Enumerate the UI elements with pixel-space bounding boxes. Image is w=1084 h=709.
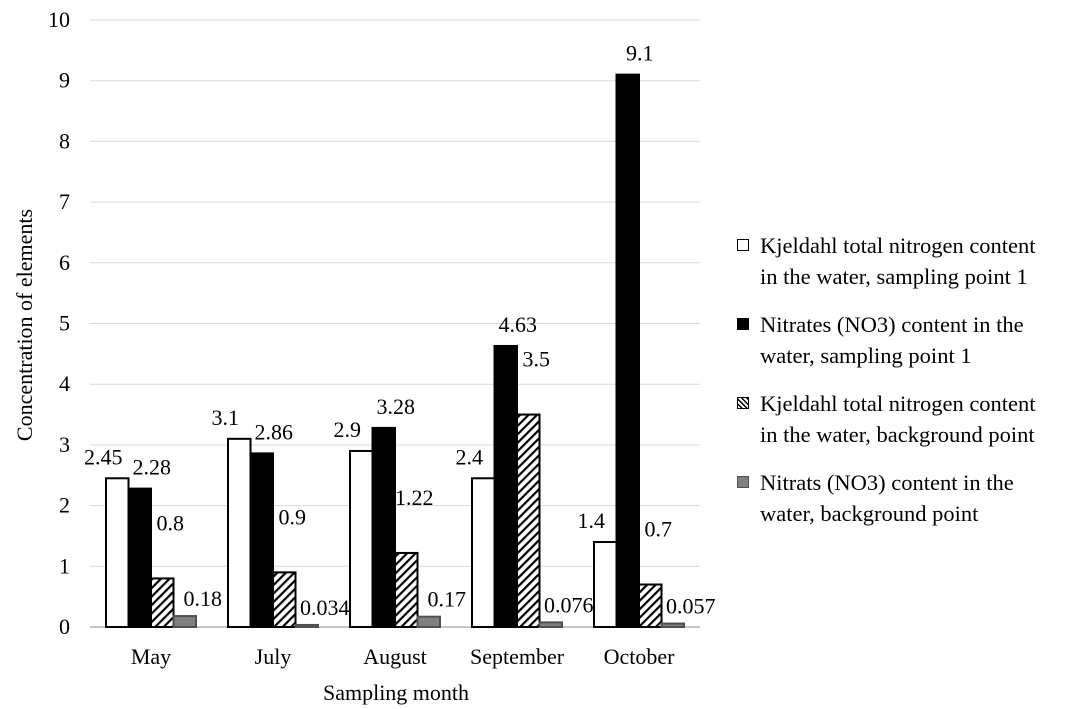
- data-label: 2.28: [133, 455, 172, 480]
- y-axis-title: Concentration of elements: [12, 209, 37, 441]
- legend-label: in the water, sampling point 1: [760, 264, 1028, 289]
- legend-swatch-white-icon: [737, 239, 749, 251]
- data-label: 0.9: [279, 504, 307, 529]
- legend-label: water, background point: [760, 501, 979, 526]
- data-label: 1.22: [395, 485, 434, 510]
- bar-white: [227, 437, 252, 628]
- bar-white: [349, 449, 374, 628]
- x-axis-title: Sampling month: [323, 680, 469, 705]
- bar-chart: 0 1 2 3 4 5 6 7 8 9 10 2.45 2.28 0.8 0.18 3.1 2.86 0.9 0.…: [12, 7, 716, 705]
- bar-white: [471, 477, 496, 628]
- bar-black: [127, 487, 152, 628]
- data-label: 3.5: [523, 347, 551, 372]
- y-tick-label: 10: [48, 7, 70, 32]
- data-labels: 2.45 2.28 0.8 0.18 3.1 2.86 0.9 0.034 2.9 3.28 1.2…: [84, 41, 716, 620]
- bar-gray: [538, 621, 563, 628]
- data-label: 2.4: [456, 444, 484, 469]
- bar-black: [615, 73, 640, 628]
- data-label: 0.8: [157, 510, 185, 535]
- legend-label: Nitrates (NO3) content in the: [760, 312, 1024, 337]
- data-label: 2.9: [334, 417, 362, 442]
- legend-item-nitrats-background: Nitrats (NO3) content in the water, back…: [735, 467, 1084, 529]
- y-tick-label: 9: [59, 68, 70, 93]
- bar-black: [249, 452, 274, 629]
- legend-item-kjeldahl-point-1: Kjeldahl total nitrogen content in the w…: [735, 230, 1084, 292]
- y-tick-label: 4: [59, 371, 70, 396]
- bar-black: [493, 344, 518, 628]
- y-tick-label: 6: [59, 250, 70, 275]
- bar-hatch: [638, 583, 663, 629]
- y-tick-label: 8: [59, 128, 70, 153]
- y-tick-label: 1: [59, 553, 70, 578]
- bar-black: [371, 426, 396, 628]
- data-label: 1.4: [578, 508, 606, 533]
- data-label: 2.45: [84, 444, 123, 469]
- bar-hatch: [516, 413, 541, 628]
- data-label: 0.034: [300, 595, 350, 620]
- bar-white: [105, 477, 130, 628]
- legend-swatch-gray-icon: [737, 476, 749, 488]
- data-label: 0.7: [645, 517, 673, 542]
- legend-label: Nitrats (NO3) content in the: [760, 470, 1014, 495]
- bar-gray: [294, 623, 319, 629]
- data-label: 0.057: [666, 594, 716, 619]
- x-tick-label: September: [470, 644, 565, 669]
- y-tick-label: 7: [59, 189, 70, 214]
- data-label: 0.18: [184, 586, 223, 611]
- y-axis-tick-labels: 0 1 2 3 4 5 6 7 8 9 10: [48, 7, 70, 639]
- bar-gray: [172, 615, 197, 628]
- y-tick-label: 5: [59, 311, 70, 336]
- y-tick-label: 2: [59, 493, 70, 518]
- x-tick-label: July: [255, 644, 292, 669]
- data-label: 4.63: [499, 312, 538, 337]
- bar-gray: [416, 615, 441, 629]
- data-label: 9.1: [626, 41, 654, 66]
- bar-white: [593, 541, 618, 629]
- gridlines: [90, 19, 700, 628]
- x-tick-label: May: [131, 644, 171, 669]
- legend-label: Kjeldahl total nitrogen content: [760, 391, 1036, 416]
- data-label: 0.17: [428, 587, 467, 612]
- bars: [105, 73, 685, 629]
- legend-label: in the water, background point: [760, 422, 1035, 447]
- x-axis-tick-labels: May July August September October: [131, 644, 675, 669]
- x-tick-label: August: [363, 644, 427, 669]
- data-label: 0.076: [544, 592, 594, 617]
- bar-hatch: [272, 571, 297, 628]
- legend-item-kjeldahl-background: Kjeldahl total nitrogen content in the w…: [735, 388, 1084, 450]
- legend-swatch-hatch-icon: [737, 397, 749, 409]
- y-tick-label: 3: [59, 432, 70, 457]
- legend-item-nitrates-point-1: Nitrates (NO3) content in the water, sam…: [735, 309, 1084, 371]
- legend: Kjeldahl total nitrogen content in the w…: [735, 230, 1084, 546]
- data-label: 3.28: [377, 394, 416, 419]
- x-tick-label: October: [604, 644, 676, 669]
- y-tick-label: 0: [59, 614, 70, 639]
- data-label: 2.86: [255, 419, 294, 444]
- bar-hatch: [394, 551, 419, 628]
- legend-swatch-black-icon: [737, 318, 749, 330]
- legend-label: water, sampling point 1: [760, 343, 972, 368]
- data-label: 3.1: [212, 405, 240, 430]
- legend-label: Kjeldahl total nitrogen content: [760, 233, 1036, 258]
- bar-hatch: [150, 577, 175, 629]
- bar-gray: [660, 622, 685, 628]
